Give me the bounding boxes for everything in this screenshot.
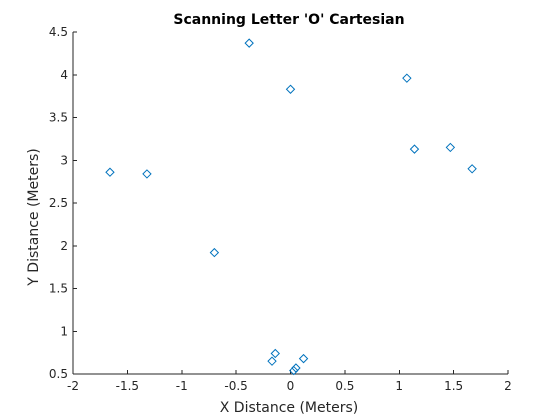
y-tick-label: 0.5 xyxy=(49,367,68,381)
chart-title: Scanning Letter 'O' Cartesian xyxy=(173,12,404,28)
data-point-marker xyxy=(209,247,220,258)
x-axis-ticks: -2 -1.5 -1 -0.5 0 0.5 1 1.5 2 xyxy=(67,370,512,393)
y-axis-ticks: 0.5 1 1.5 2 2.5 3 3.5 4 4.5 xyxy=(49,25,77,381)
data-point-marker xyxy=(270,348,280,359)
data-point-marker xyxy=(285,84,296,94)
data-point-marker xyxy=(445,142,456,153)
x-tick-label: -0.5 xyxy=(224,379,247,393)
x-tick-label: -2 xyxy=(67,379,79,393)
x-axis-label: X Distance (Meters) xyxy=(220,400,358,416)
x-tick-label: -1.5 xyxy=(116,379,139,393)
y-tick-label: 1.5 xyxy=(49,282,68,296)
y-axis-label: Y Distance (Meters) xyxy=(26,148,42,286)
data-point-marker xyxy=(298,353,309,364)
data-point-marker xyxy=(267,356,277,366)
y-tick-label: 4.5 xyxy=(49,25,68,39)
x-tick-label: 1.5 xyxy=(444,379,463,393)
x-tick-label: -1 xyxy=(176,379,188,393)
y-tick-label: 4 xyxy=(60,68,68,82)
y-tick-label: 2 xyxy=(60,239,68,253)
x-tick-label: 1 xyxy=(395,379,403,393)
y-tick-label: 3.5 xyxy=(49,111,68,125)
data-point-marker xyxy=(289,365,299,376)
y-tick-label: 2.5 xyxy=(49,196,68,210)
x-tick-label: 2 xyxy=(504,379,512,393)
x-tick-label: 0.5 xyxy=(335,379,354,393)
data-point-marker xyxy=(244,38,254,48)
y-tick-label: 3 xyxy=(60,153,68,167)
data-point-marker xyxy=(467,164,477,174)
data-point-marker xyxy=(142,169,152,179)
data-point-marker xyxy=(402,73,412,83)
x-tick-label: 0 xyxy=(287,379,295,393)
data-point-marker xyxy=(105,167,115,177)
data-points xyxy=(105,38,477,376)
data-point-marker xyxy=(409,144,420,154)
y-tick-label: 1 xyxy=(60,324,68,338)
